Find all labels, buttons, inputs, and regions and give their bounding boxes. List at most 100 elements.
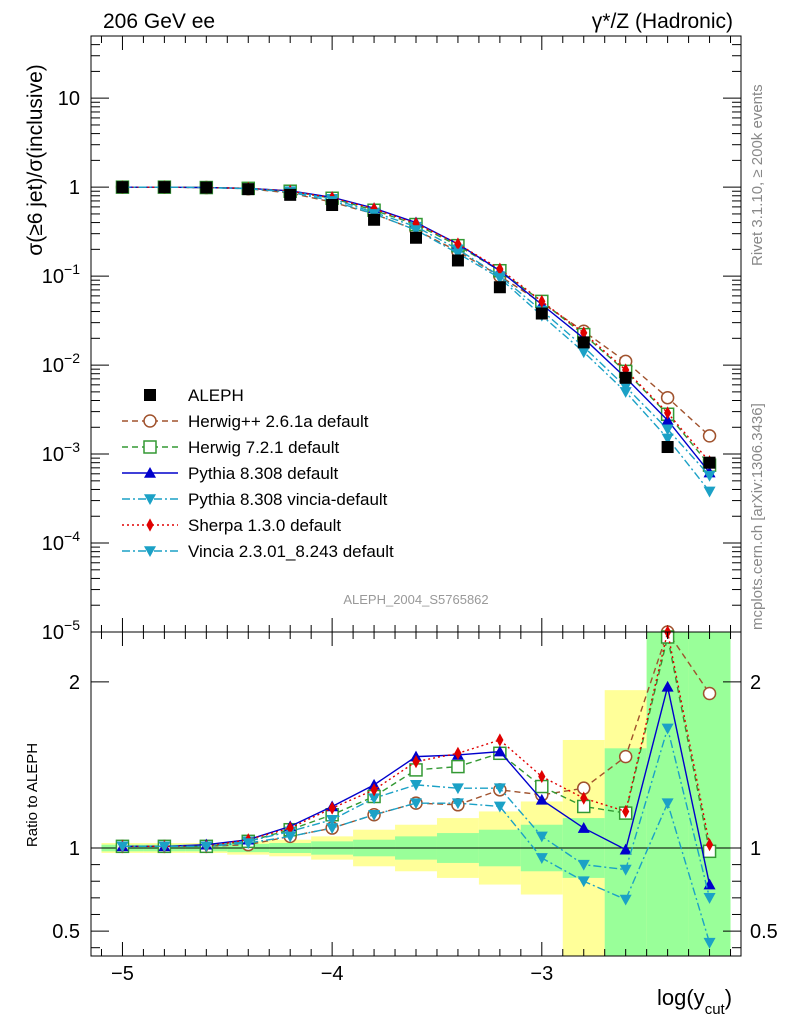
ratio-y-tick-label-1: 1 xyxy=(69,838,80,860)
ratio-point-3-8 xyxy=(451,783,464,795)
ratio-line-1 xyxy=(122,636,711,852)
mcplots-label: mcplots.cern.ch [arXiv:1306.3436] xyxy=(749,403,766,630)
ratio-point-5-5 xyxy=(326,823,339,835)
legend-label-1: Herwig++ 2.6.1a default xyxy=(188,412,369,431)
green-band-14 xyxy=(688,632,731,956)
ratio-y-tick-label-right-1: 1 xyxy=(750,838,761,860)
x-axis-title: log(ycut) xyxy=(657,985,732,1018)
ratio-line-4 xyxy=(122,631,711,848)
main-mc-point-4-13 xyxy=(664,406,672,420)
x-tick-label-2: −3 xyxy=(530,963,553,985)
legend-marker-1 xyxy=(143,414,157,428)
ratio-y-tick-label-2: 2 xyxy=(69,672,80,694)
ratio-line-0 xyxy=(122,630,711,848)
ratio-point-3-13 xyxy=(661,723,674,735)
main-data-point-0-11 xyxy=(577,336,590,349)
main-mc-point-5-13 xyxy=(661,433,674,445)
tick-exponent: −5 xyxy=(64,617,80,633)
ratio-y-axis-title: Ratio to ALEPH xyxy=(24,743,41,847)
ratio-y-tick-label-right-0: 0.5 xyxy=(750,921,778,943)
ratio-point-3-5 xyxy=(326,814,339,826)
ratio-point-4-12 xyxy=(622,804,630,819)
tick-base: 10 xyxy=(42,355,64,377)
ratio-point-4-14 xyxy=(705,838,714,852)
ratio-point-2-13 xyxy=(661,680,674,692)
ratio-point-5-8 xyxy=(451,798,464,810)
x-axis-title-main: log(y xyxy=(657,985,705,1010)
main-mc-point-5-9 xyxy=(493,273,506,285)
main-mc-point-4-11 xyxy=(580,326,588,340)
ratio-point-4-10 xyxy=(538,769,546,784)
ratio-point-5-14 xyxy=(703,937,716,949)
main-mc-point-5-11 xyxy=(577,347,590,359)
main-data-point-0-7 xyxy=(410,231,422,244)
x-tick-label-0: −5 xyxy=(111,963,134,985)
legend-marker-6 xyxy=(144,546,156,557)
header-right-label: γ*/Z (Hadronic) xyxy=(592,10,733,33)
main-plot-frame xyxy=(90,35,742,633)
main-data-point-0-9 xyxy=(493,281,506,294)
main-y-tick-label-4: 10−3 xyxy=(42,439,80,466)
main-y-axis-title: σ(≥6 jet)/σ(inclusive) xyxy=(24,64,47,255)
ratio-point-5-1 xyxy=(158,841,171,853)
legend-marker-4 xyxy=(144,494,156,505)
ratio-point-3-10 xyxy=(535,831,548,843)
legend-label-3: Pythia 8.308 default xyxy=(188,464,339,483)
main-mc-point-4-10 xyxy=(538,294,546,308)
main-mc-point-5-14 xyxy=(703,486,716,498)
ratio-point-3-11 xyxy=(577,859,590,871)
ratio-point-4-11 xyxy=(580,791,588,805)
ratio-point-1-8 xyxy=(451,759,465,774)
main-data-point-0-2 xyxy=(200,181,213,194)
main-data-point-0-3 xyxy=(242,183,255,196)
ratio-point-3-7 xyxy=(410,780,422,791)
ratio-point-5-10 xyxy=(535,853,548,864)
ratio-point-5-4 xyxy=(284,831,297,843)
legend-label-4: Pythia 8.308 vincia-default xyxy=(188,490,388,509)
main-mc-point-0-14 xyxy=(702,429,717,443)
legend-marker-3 xyxy=(144,467,156,478)
main-y-tick-label-0: 10 xyxy=(58,88,80,110)
main-mc-point-2-13 xyxy=(661,414,674,426)
legend-marker-2 xyxy=(143,440,157,454)
main-data-point-0-0 xyxy=(116,181,129,194)
legend-marker-5 xyxy=(146,518,154,532)
tick-exponent: −3 xyxy=(64,439,80,455)
ratio-point-4-5 xyxy=(328,801,336,815)
ratio-point-2-9 xyxy=(493,745,506,757)
ratio-point-5-2 xyxy=(200,841,213,853)
green-band-13 xyxy=(646,632,689,956)
ratio-point-5-11 xyxy=(577,876,590,888)
main-mc-line-4 xyxy=(122,186,711,463)
main-data-point-0-4 xyxy=(284,188,297,201)
ratio-point-2-12 xyxy=(619,843,632,855)
ratio-point-4-4 xyxy=(286,821,294,835)
legend-label-5: Sherpa 1.3.0 default xyxy=(188,516,341,535)
tick-exponent: −2 xyxy=(64,350,80,366)
header-left-label: 206 GeV ee xyxy=(103,10,215,33)
main-mc-point-4-8 xyxy=(454,237,462,251)
legend-label-0: ALEPH xyxy=(188,386,244,405)
tick-exponent: −1 xyxy=(64,261,80,277)
tick-base: 10 xyxy=(42,622,64,644)
main-mc-point-5-7 xyxy=(410,225,422,236)
tick-base: 10 xyxy=(42,444,64,466)
main-y-tick-label-3: 10−2 xyxy=(42,350,80,377)
main-y-tick-label-2: 10−1 xyxy=(42,261,80,288)
main-data-point-0-8 xyxy=(451,254,464,267)
ratio-point-0-12 xyxy=(618,749,633,764)
ratio-point-5-9 xyxy=(493,801,506,813)
x-tick-label-1: −4 xyxy=(321,963,344,985)
main-y-tick-label-1: 1 xyxy=(69,177,80,199)
ratio-point-3-14 xyxy=(703,893,716,904)
legend-label-2: Herwig 7.2.1 default xyxy=(188,438,339,457)
main-y-tick-label-6: 10−5 xyxy=(42,617,80,644)
ratio-point-3-12 xyxy=(619,864,632,876)
main-data-point-0-1 xyxy=(158,181,171,194)
legend-label-6: Vincia 2.3.01_8.243 default xyxy=(188,542,394,561)
main-mc-point-5-12 xyxy=(619,387,632,398)
main-mc-point-5-8 xyxy=(451,248,464,260)
ratio-point-5-12 xyxy=(619,894,632,906)
